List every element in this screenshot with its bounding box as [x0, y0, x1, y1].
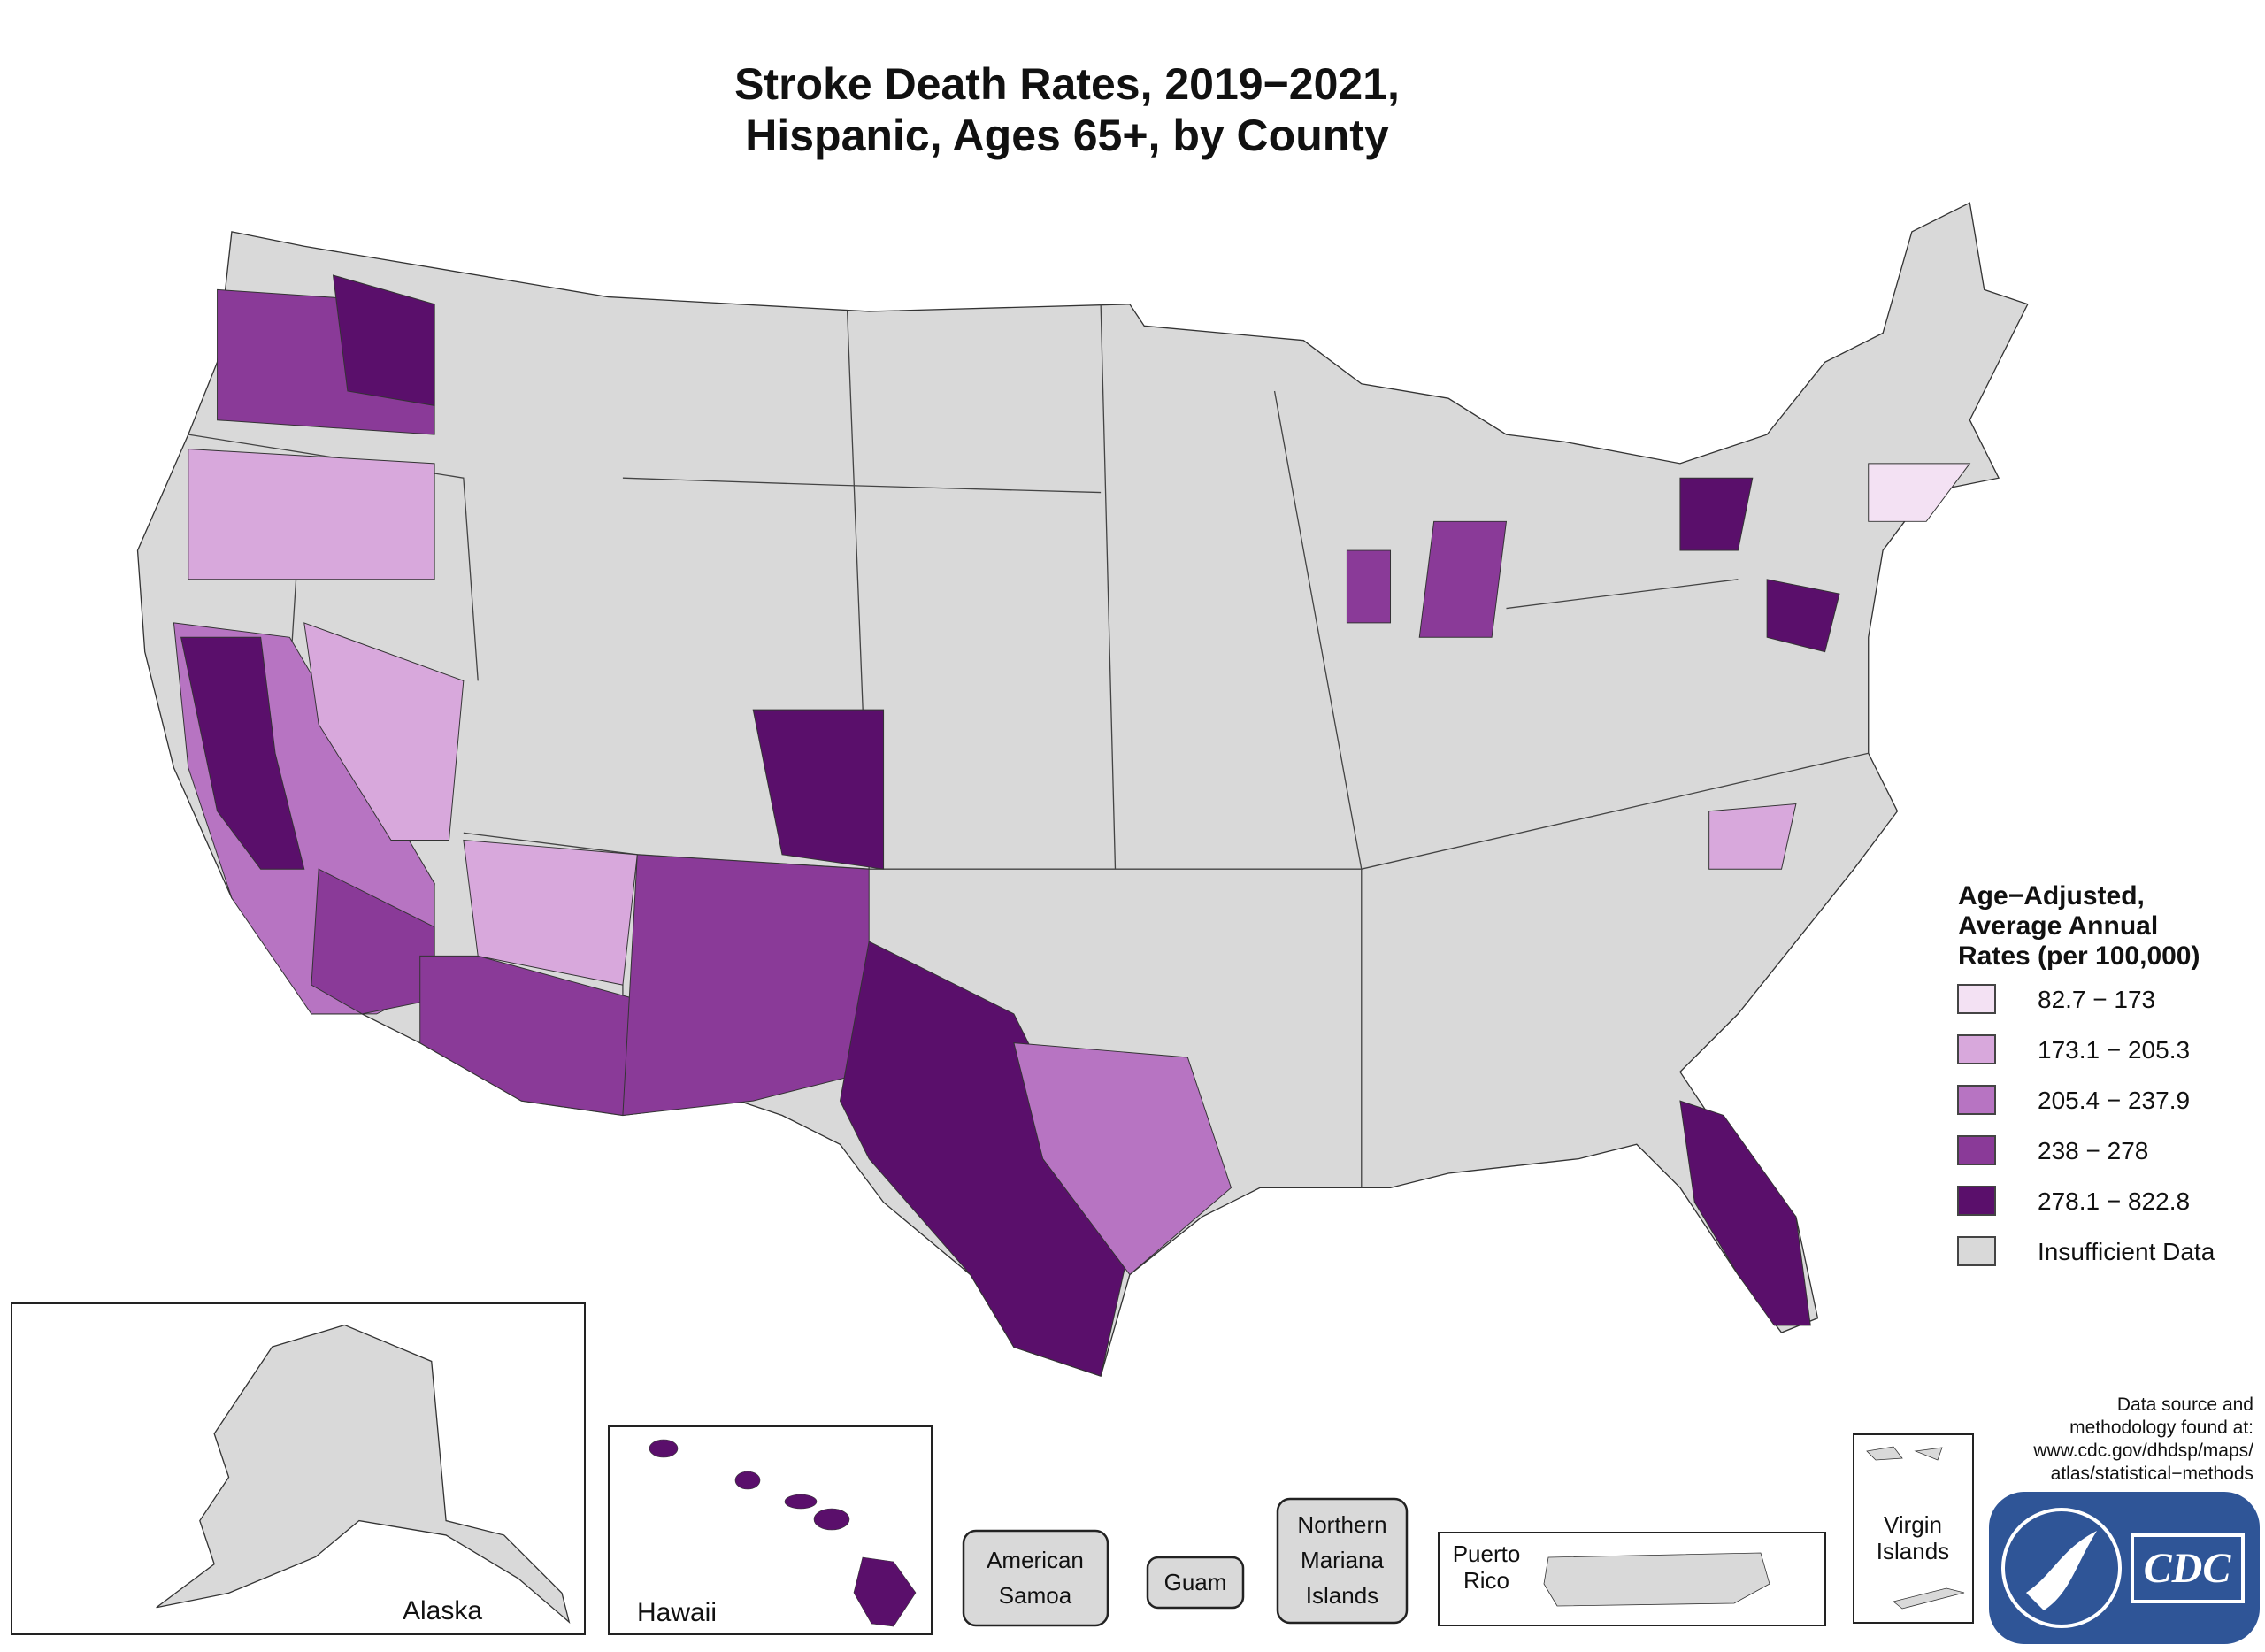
inset-label: Hawaii — [637, 1598, 717, 1627]
us-map — [136, 202, 2029, 1377]
source-text: atlas/statistical−methods — [2051, 1464, 2253, 1484]
legend-swatch — [1957, 1085, 1996, 1115]
inset-label: Northern — [1297, 1511, 1386, 1538]
american-samoa-box — [962, 1529, 1109, 1627]
guam-box — [1146, 1556, 1245, 1610]
title-line: Stroke Death Rates, 2019−2021, — [734, 59, 1400, 109]
legend-title: Rates (per 100,000) — [1958, 941, 2200, 971]
inset-label: Virgin — [1884, 1511, 1942, 1538]
hhs-seal — [2001, 1508, 2122, 1628]
inset-label: Samoa — [999, 1582, 1072, 1609]
region-fill — [188, 448, 435, 580]
legend-label: 82.7 − 173 — [2038, 986, 2155, 1013]
cdc-box — [2131, 1533, 2245, 1603]
region-fill — [622, 854, 870, 1117]
source-text: methodology found at: — [2069, 1418, 2253, 1438]
inset-label: Islands — [1306, 1582, 1378, 1609]
inset-label: Guam — [1164, 1569, 1227, 1595]
region-fill — [1708, 803, 1797, 870]
inset-label: Mariana — [1301, 1547, 1384, 1573]
legend-label: 205.4 − 237.9 — [2038, 1087, 2190, 1114]
region-fill — [311, 868, 435, 1015]
region-fill — [1766, 579, 1840, 653]
region-fill — [1346, 549, 1392, 624]
nmi-box — [1276, 1497, 1409, 1625]
inset-label: Islands — [1877, 1538, 1949, 1564]
hhs-seal-mark — [2026, 1531, 2097, 1610]
inset-label: Puerto — [1453, 1541, 1521, 1567]
region-fill — [1013, 1042, 1232, 1276]
legend-title: Average Annual — [1958, 911, 2158, 941]
legend-title: Age−Adjusted, — [1958, 881, 2145, 911]
region-fill — [752, 709, 885, 870]
legend-label: 173.1 − 205.3 — [2038, 1036, 2190, 1064]
cdc-logo — [1989, 1492, 2260, 1644]
region-fill — [463, 839, 638, 986]
legend-swatch — [1957, 1135, 1996, 1165]
region-fill — [303, 622, 465, 841]
legend: Age−Adjusted, Average Annual Rates (per … — [1957, 881, 2215, 1266]
source-text: www.cdc.gov/dhdsp/maps/ — [2032, 1441, 2253, 1461]
puerto-rico-shape — [1543, 1552, 1770, 1607]
virgin-islands-shape — [1866, 1446, 1965, 1610]
inset-label: Rico — [1463, 1567, 1509, 1594]
hawaii-islands — [649, 1439, 917, 1627]
source-text: Data source and — [2117, 1395, 2253, 1415]
region-fill — [1418, 520, 1508, 638]
region-fill — [1679, 1100, 1811, 1326]
legend-label: 238 − 278 — [2038, 1137, 2148, 1164]
region-fill — [332, 274, 435, 406]
inset-label: American — [987, 1547, 1084, 1573]
region-fill — [1679, 477, 1754, 551]
alaska-shape — [156, 1324, 571, 1624]
legend-swatch — [1957, 1186, 1996, 1216]
legend-swatch — [1957, 984, 1996, 1014]
cdc-logo-text: CDC — [2144, 1545, 2232, 1592]
title-line: Hispanic, Ages 65+, by County — [745, 111, 1389, 160]
inset-label: Alaska — [403, 1596, 482, 1625]
region-fill — [1868, 463, 1971, 522]
legend-label: 278.1 − 822.8 — [2038, 1187, 2190, 1215]
region-fill — [180, 636, 305, 870]
legend-swatch — [1957, 1236, 1996, 1266]
legend-label: Insufficient Data — [2038, 1238, 2215, 1265]
legend-swatch — [1957, 1034, 1996, 1064]
